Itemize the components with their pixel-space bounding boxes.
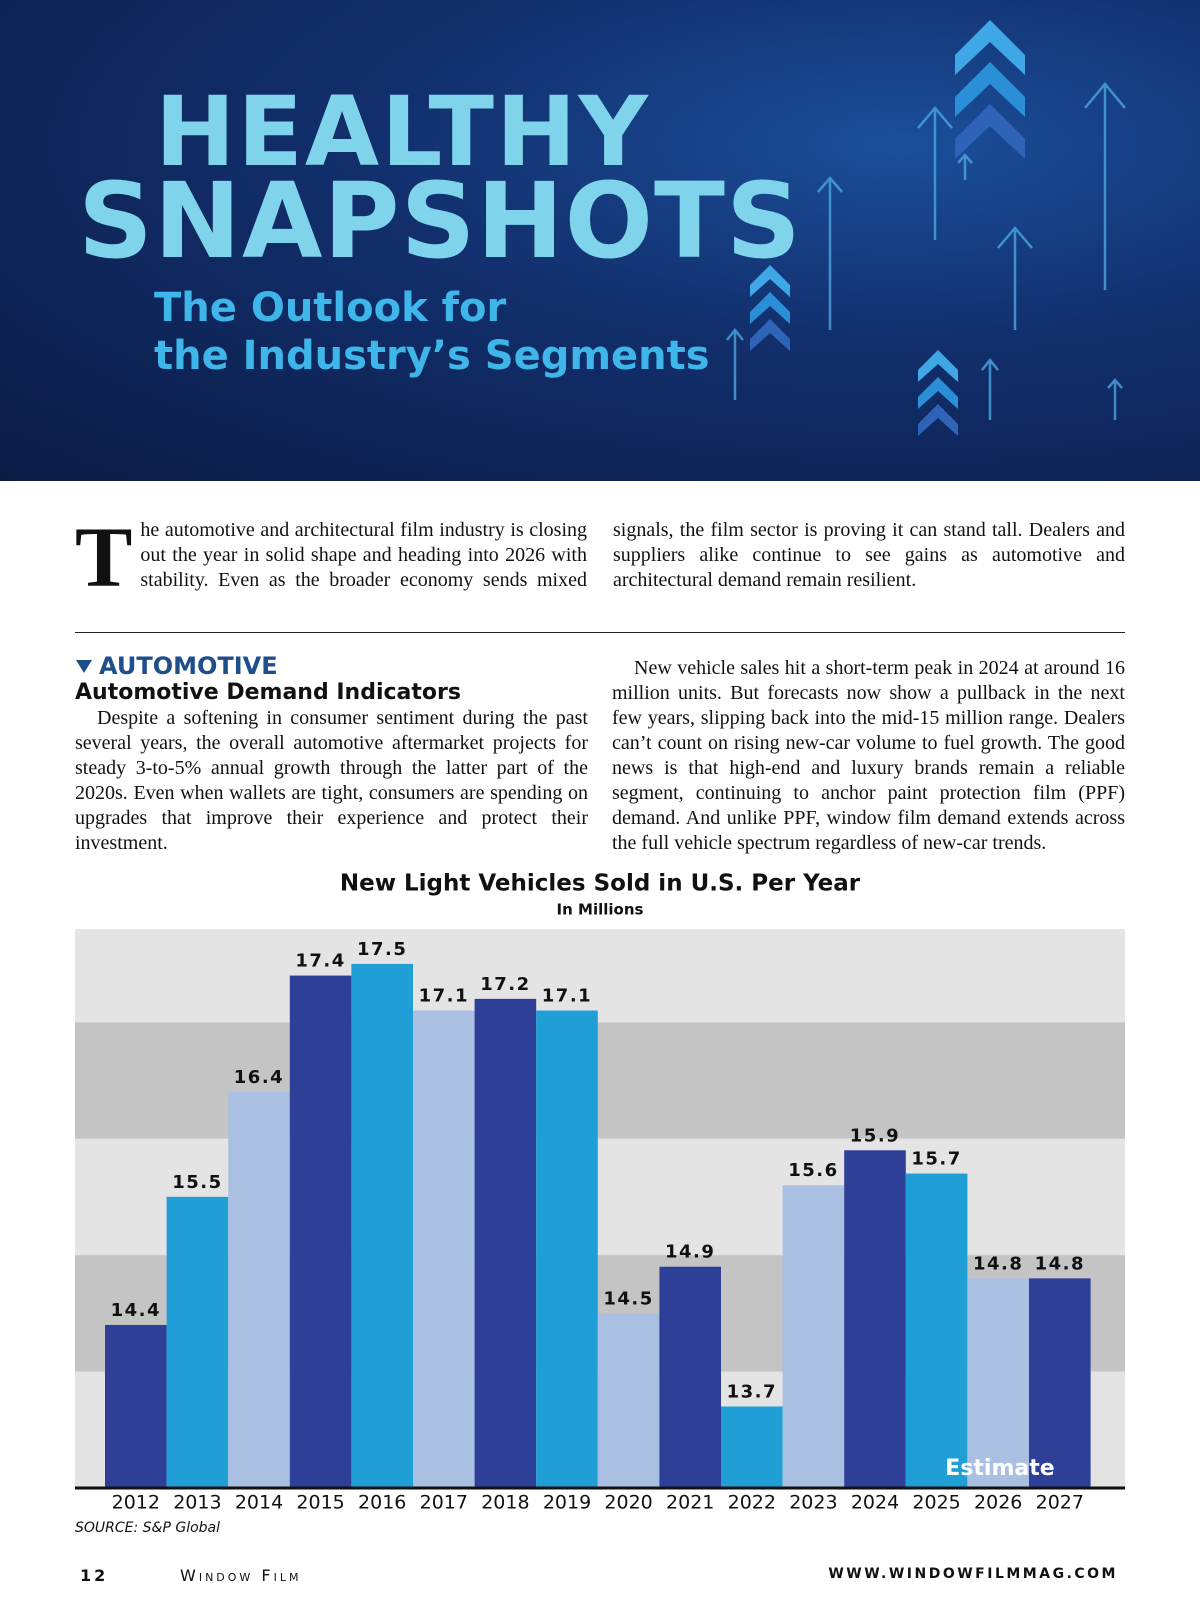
url: WWW.WINDOWFILMMAG.COM [828,1566,1118,1582]
x-tick-label: 2026 [974,1492,1022,1514]
bar [228,1092,290,1488]
section-label: AUTOMOTIVE [99,652,278,680]
subtitle-line: The Outlook for [154,285,507,331]
chart-title: New Light Vehicles Sold in U.S. Per Year [340,871,861,897]
section-heading: Automotive Demand Indicators [75,680,461,705]
bar [1029,1278,1091,1488]
drop-cap: T [75,509,133,605]
x-tick-label: 2013 [173,1492,221,1514]
triangle-icon [76,660,92,673]
x-tick-label: 2017 [420,1492,468,1514]
value-label: 17.1 [419,986,469,1007]
paragraph: Despite a softening in consumer sentimen… [75,707,588,854]
bar [659,1266,721,1488]
value-label: 14.8 [1035,1253,1085,1274]
x-tick-label: 2020 [604,1492,652,1514]
title-line: HEALTHY [155,76,650,188]
x-tick-label: 2018 [481,1492,529,1514]
x-tick-label: 2022 [728,1492,776,1514]
subtitle-line: the Industry’s Segments [154,333,710,379]
column: New vehicle sales hit a short-term peak … [612,656,1125,856]
chart: New Light Vehicles Sold in U.S. Per Year… [75,871,1125,1536]
bar [105,1324,167,1488]
value-label: 15.7 [911,1149,961,1170]
x-tick-label: 2019 [543,1492,591,1514]
value-label: 14.8 [973,1253,1023,1274]
x-tick-label: 2015 [296,1492,344,1514]
value-label: 14.9 [665,1242,715,1263]
x-tick-label: 2014 [235,1492,283,1514]
value-label: 16.4 [234,1067,284,1088]
x-tick-label: 2023 [789,1492,837,1514]
value-label: 15.9 [850,1125,900,1146]
value-label: 15.5 [172,1172,222,1193]
bar [351,963,413,1488]
x-tick-label: 2016 [358,1492,406,1514]
paragraph: New vehicle sales hit a short-term peak … [612,657,1125,854]
bar [721,1406,783,1488]
bar [536,1010,598,1488]
x-tick-label: 2027 [1036,1492,1084,1514]
banner-art [726,20,1126,436]
intro-text: he automotive and architectural film ind… [140,519,1125,591]
bar [782,1185,845,1488]
value-label: 13.7 [727,1381,777,1402]
value-label: 14.4 [111,1300,161,1321]
source: SOURCE: S&P Global [75,1520,220,1536]
footer: 12 Window Film WWW.WINDOWFILMMAG.COM [0,1566,1200,1590]
title-line: SNAPSHOTS [78,160,802,282]
banner: HEALTHY SNAPSHOTS The Outlook for the In… [0,0,1200,481]
x-tick-label: 2024 [851,1492,899,1514]
bar [905,1173,968,1488]
column: AUTOMOTIVE Automotive Demand Indicators … [75,652,588,856]
chart-subtitle: In Millions [557,901,644,919]
x-tick-label: 2012 [112,1492,160,1514]
publication: Window Film [180,1566,302,1585]
x-tick-label: 2025 [912,1492,960,1514]
value-label: 17.2 [480,974,530,995]
bar [413,1010,475,1488]
value-label: 17.4 [295,951,345,972]
bar [289,975,352,1488]
value-label: 17.1 [542,986,592,1007]
bar [967,1278,1029,1488]
bar [474,998,537,1488]
annotation: Estimate [945,1456,1054,1481]
value-label: 15.6 [788,1160,838,1181]
value-label: 17.5 [357,939,407,960]
page-number: 12 [80,1566,109,1585]
grid-band [75,929,1125,1023]
section-label-row: AUTOMOTIVE [75,652,588,680]
bar [166,1196,229,1488]
bar [844,1150,906,1488]
bar [597,1313,660,1488]
divider [75,632,1125,633]
x-tick-label: 2021 [666,1492,714,1514]
value-label: 14.5 [603,1288,653,1309]
